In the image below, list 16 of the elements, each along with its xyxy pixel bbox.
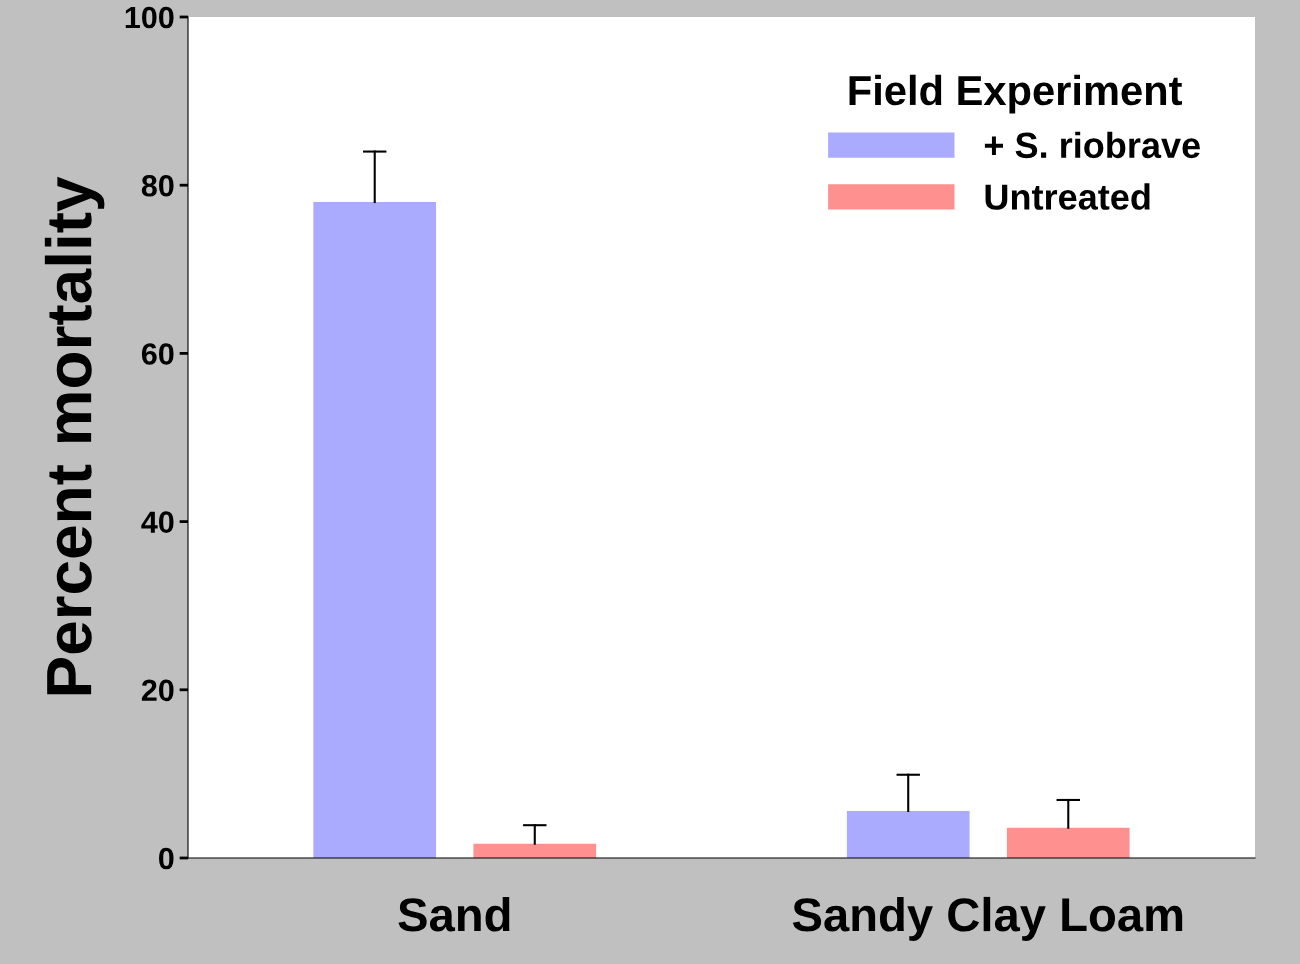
y-tick-label: 100 bbox=[125, 6, 174, 29]
y-tick-label: 40 bbox=[141, 511, 174, 533]
legend-label: + S. riobrave bbox=[984, 131, 1200, 159]
y-tick-label: 0 bbox=[159, 847, 174, 870]
x-tick-label: Sand bbox=[398, 896, 510, 932]
bar bbox=[473, 843, 597, 858]
bar bbox=[1006, 827, 1130, 858]
y-tick-label: 80 bbox=[141, 174, 174, 197]
bar bbox=[846, 810, 970, 858]
bar bbox=[313, 202, 437, 858]
legend-title: Field Experiment bbox=[849, 74, 1182, 114]
legend-label: Untreated bbox=[985, 183, 1150, 210]
x-tick-label: Sandy Clay Loam bbox=[792, 896, 1183, 941]
y-tick-label: 60 bbox=[141, 343, 174, 365]
y-axis-title: Percent mortality bbox=[44, 176, 105, 695]
y-tick-label: 20 bbox=[141, 679, 174, 702]
